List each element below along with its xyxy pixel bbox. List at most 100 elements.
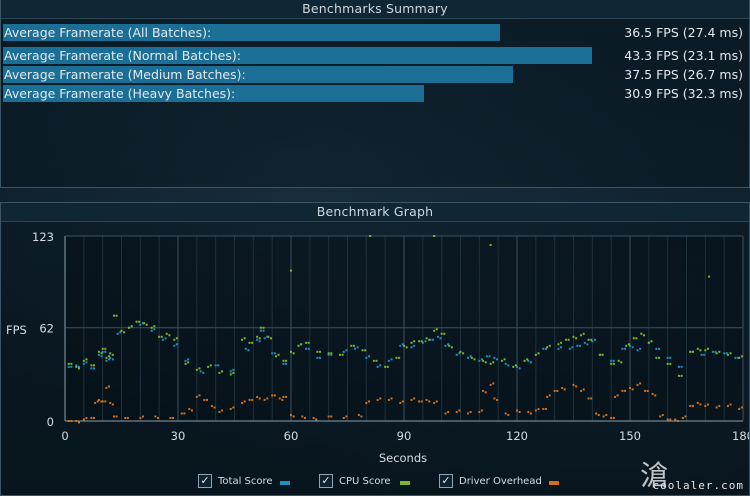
cpu-score-checkbox[interactable]: ✓ [319, 474, 333, 488]
data-point [386, 365, 389, 368]
data-point [290, 350, 292, 353]
data-point [413, 397, 416, 400]
data-point [307, 341, 310, 344]
data-point [587, 338, 590, 341]
graph-title: Benchmark Graph [1, 203, 749, 222]
data-point [420, 340, 423, 343]
data-point [108, 385, 111, 388]
data-point [561, 386, 564, 389]
data-point [327, 415, 330, 418]
outlier-point [433, 235, 436, 237]
data-point [651, 392, 654, 395]
data-point [492, 361, 495, 364]
y-axis-label: FPS [6, 323, 27, 337]
data-point [704, 349, 707, 352]
data-point [548, 394, 551, 397]
data-point [180, 412, 183, 415]
data-point [597, 413, 600, 416]
data-point [290, 413, 292, 416]
outlier-point [290, 269, 292, 272]
data-point [605, 413, 608, 416]
data-point [271, 352, 274, 355]
y-tick-label: 0 [47, 415, 54, 429]
data-point [512, 365, 515, 368]
data-point [493, 356, 496, 359]
data-point [184, 359, 187, 362]
data-point [82, 418, 85, 421]
data-point [258, 397, 261, 400]
data-point [642, 334, 645, 337]
summary-row-all: Average Framerate (All Batches): 36.5 FP… [1, 24, 749, 41]
data-point [67, 365, 70, 368]
data-point [285, 395, 288, 398]
data-point [738, 407, 741, 410]
data-point [448, 344, 451, 347]
data-point [232, 371, 235, 374]
data-point [120, 329, 123, 332]
data-point [90, 416, 93, 419]
data-point [480, 409, 483, 412]
data-point [478, 359, 481, 362]
data-point [534, 409, 537, 412]
data-point [305, 341, 308, 344]
data-point [425, 337, 428, 340]
data-point [139, 323, 142, 326]
driver-overhead-checkbox[interactable]: ✓ [439, 474, 453, 488]
data-point [493, 397, 496, 400]
data-point [330, 353, 333, 356]
data-point [413, 340, 416, 343]
data-point [529, 412, 532, 415]
data-point [489, 362, 492, 365]
data-point [646, 389, 649, 392]
total-score-checkbox[interactable]: ✓ [198, 474, 212, 488]
data-point [621, 347, 624, 350]
data-point [488, 355, 491, 358]
summary-row-medium: Average Framerate (Medium Batches): 37.5… [1, 66, 749, 83]
summary-label: Average Framerate (Heavy Batches): [4, 86, 236, 101]
data-point [342, 416, 345, 419]
data-point [345, 415, 348, 418]
data-point [184, 362, 187, 365]
data-point [218, 410, 221, 413]
data-point [282, 362, 285, 365]
data-point [372, 359, 375, 362]
data-point [612, 362, 615, 365]
data-point [97, 350, 100, 353]
summary-label: Average Framerate (Medium Batches): [4, 67, 246, 82]
data-point [375, 359, 378, 362]
data-point [270, 337, 273, 340]
data-point [128, 326, 131, 329]
data-point [141, 415, 144, 418]
data-point [90, 367, 93, 370]
summary-bar [3, 66, 513, 83]
data-point [473, 358, 476, 361]
data-point [256, 395, 259, 398]
data-point [123, 331, 126, 334]
data-point [723, 352, 726, 355]
data-point [67, 362, 70, 365]
data-point [654, 394, 657, 397]
data-point [534, 353, 537, 356]
data-point [258, 340, 261, 343]
outlier-point [369, 235, 372, 237]
data-point [676, 420, 679, 422]
data-point [478, 410, 481, 413]
data-point [576, 344, 579, 347]
data-point [154, 415, 157, 418]
data-point [729, 352, 732, 355]
data-point [175, 337, 178, 340]
data-point [542, 347, 545, 350]
data-point [526, 358, 529, 361]
data-point [661, 413, 664, 416]
data-point [436, 335, 439, 338]
data-point [96, 400, 99, 403]
data-point [516, 365, 518, 368]
data-point [244, 347, 247, 350]
data-point [677, 374, 680, 377]
summary-value: 43.3 FPS (23.1 ms) [624, 48, 743, 63]
data-point [330, 352, 333, 355]
data-point [395, 356, 398, 359]
data-point [467, 356, 470, 359]
benchmark-chart: 0 30 60 90 120 150 180 0 62 123 FPS Seconds [6, 230, 749, 465]
data-point [273, 394, 276, 397]
